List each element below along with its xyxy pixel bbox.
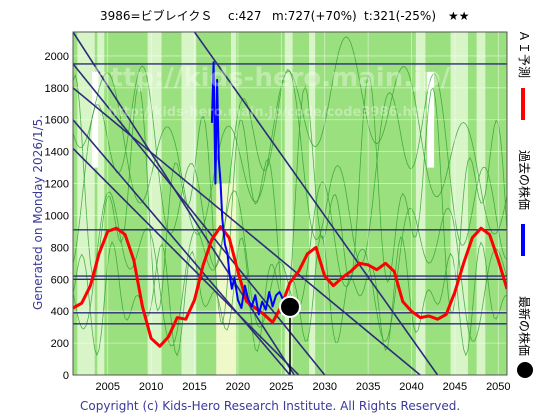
y-tick-label: 600	[51, 274, 69, 286]
x-tick-label: 2025	[269, 381, 293, 393]
y-tick-label: 800	[51, 242, 69, 254]
light-band	[309, 32, 316, 375]
y-tick-label: 0	[63, 370, 69, 382]
trend-line	[73, 119, 291, 375]
y-tick-label: 1600	[45, 115, 69, 127]
x-tick-label: 2015	[182, 381, 206, 393]
trend-line	[73, 63, 326, 375]
x-tick-label: 2035	[356, 381, 380, 393]
y-tick-label: 1000	[45, 210, 69, 222]
series-group	[73, 61, 507, 348]
x-tick-label: 2050	[486, 381, 510, 393]
x-tick-label: 2045	[443, 381, 467, 393]
watermark-url: http://kids-hero.main.jp/	[92, 63, 451, 93]
trend-line	[193, 32, 439, 375]
legend-past-swatch	[521, 224, 525, 256]
volatility-curve	[73, 65, 507, 268]
latest-price-marker	[279, 295, 301, 318]
y-tick-label: 400	[51, 306, 69, 318]
current-price: c:427	[228, 9, 262, 23]
y-tick-label: 1800	[45, 83, 69, 95]
latest-marker-group	[279, 295, 301, 375]
legend-ai-swatch	[521, 88, 525, 120]
y-tick-label: 1400	[45, 147, 69, 159]
light-band	[97, 32, 105, 375]
target-price: t:321(-25%)	[364, 9, 436, 23]
x-tick-label: 2040	[399, 381, 423, 393]
trend-line	[73, 147, 300, 375]
legend-latest-label: 最新の株価	[517, 296, 532, 356]
light-band	[284, 32, 293, 375]
max-price: m:727(+70%)	[272, 9, 357, 23]
ai-forecast-line	[73, 225, 507, 348]
legend-ai-label: ＡＩ予測	[517, 30, 531, 78]
trend-lines	[73, 32, 439, 375]
plot-border	[72, 31, 508, 376]
y-tick-label: 200	[51, 338, 69, 350]
chart-title: 3986=ビブレイクＳ	[100, 8, 212, 23]
tick-labels: 0 200 400 600 800 1000 1200 1400 1600 1800 2000 200…	[45, 51, 511, 393]
past-price-line	[210, 61, 291, 316]
legend-past-label: 過去の株価	[517, 150, 532, 210]
legend-latest-marker	[517, 362, 533, 378]
copyright: Copyright (c) Kids-Hero Research Institu…	[80, 399, 460, 413]
x-tick-label: 2010	[139, 381, 163, 393]
y-tick-label: 2000	[45, 51, 69, 63]
trend-line	[73, 32, 296, 375]
rating-stars: ★★	[448, 9, 470, 23]
x-tick-label: 2030	[312, 381, 336, 393]
generated-date: Generated on Monday 2026/1/5.	[31, 115, 45, 310]
trend-line	[73, 87, 421, 375]
x-tick-label: 2005	[95, 381, 119, 393]
y-tick-label: 1200	[45, 179, 69, 191]
watermark-code-url: http://kids-hero.main.jp/code/code3986.h…	[108, 105, 436, 120]
legend: ＡＩ予測 過去の株価 最新の株価	[517, 30, 533, 378]
x-tick-label: 2020	[226, 381, 250, 393]
